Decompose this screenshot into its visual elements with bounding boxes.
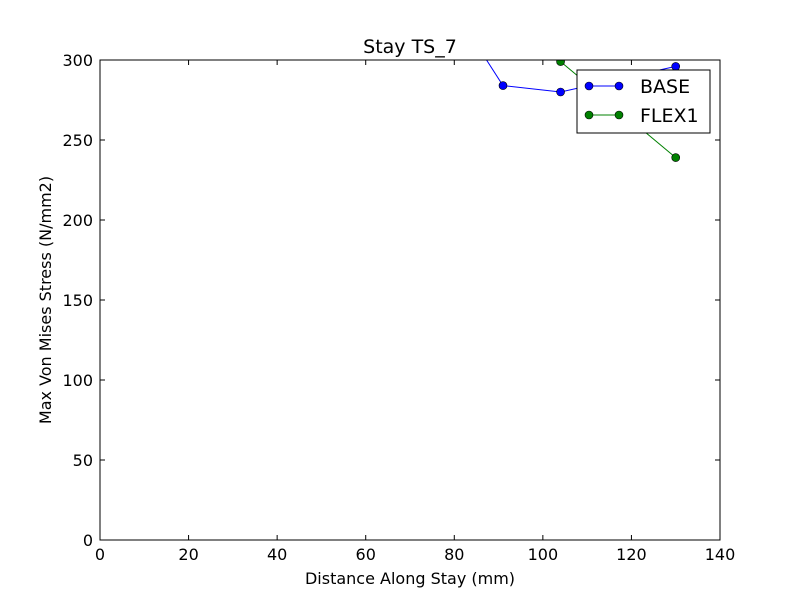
x-tick-label: 120 (616, 545, 647, 564)
data-point-base (671, 62, 681, 71)
legend-items: BASE FLEX1 (584, 76, 699, 127)
data-point-flex1 (671, 153, 681, 162)
data-point-base (498, 81, 508, 90)
x-tick-label: 80 (444, 545, 464, 564)
x-axis-title: Distance Along Stay (mm) (305, 569, 515, 588)
legend-marker-flex1 (584, 110, 594, 120)
x-tick-labels: 0 20 40 60 80 100 120 140 (95, 545, 735, 564)
x-tick-label: 40 (267, 545, 287, 564)
y-tick-label: 200 (62, 211, 93, 230)
data-point-flex1 (556, 60, 565, 66)
plot-frame (99, 59, 721, 541)
legend-entry-base: BASE (584, 76, 690, 98)
legend-marker-flex1 (614, 110, 624, 120)
legend-label-flex1: FLEX1 (640, 105, 699, 127)
x-tick-label: 140 (705, 545, 736, 564)
legend-label-base: BASE (640, 76, 690, 98)
x-tick-label: 0 (95, 545, 105, 564)
ticks-layer (99, 59, 721, 541)
legend-entry-flex1: FLEX1 (584, 105, 699, 127)
legend-marker-base (584, 81, 594, 91)
y-tick-label: 0 (83, 531, 93, 550)
chart-title: Stay TS_7 (363, 36, 457, 58)
y-tick-label: 150 (62, 291, 93, 310)
y-tick-label: 50 (73, 451, 93, 470)
y-tick-label: 250 (62, 131, 93, 150)
y-tick-label: 300 (62, 51, 93, 70)
plot-background (100, 60, 720, 540)
x-tick-label: 100 (528, 545, 559, 564)
x-tick-label: 60 (356, 545, 376, 564)
legend-marker-base (614, 81, 624, 91)
x-tick-label: 20 (178, 545, 198, 564)
legend-box (576, 69, 711, 134)
data-point-base (556, 87, 565, 97)
legend: BASE FLEX1 (576, 69, 711, 134)
y-tick-label: 100 (62, 371, 93, 390)
y-tick-labels: 0 50 100 150 200 250 300 (62, 51, 93, 550)
y-axis-title: Max Von Mises Stress (N/mm2) (36, 176, 55, 424)
